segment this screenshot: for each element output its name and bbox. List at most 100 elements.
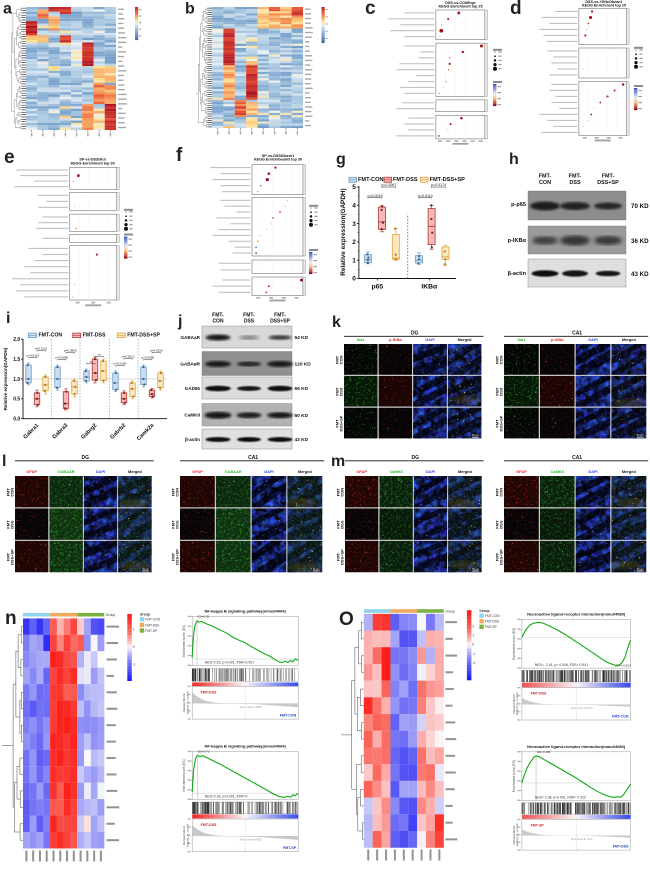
svg-text:FMT: FMT (171, 520, 176, 529)
svg-text:GFAP: GFAP (516, 469, 527, 474)
svg-text:FMT: FMT (495, 488, 500, 497)
svg-text:Zero cross at 4956: Zero cross at 4956 (240, 705, 262, 709)
svg-text:FMT-: FMT- (602, 174, 615, 180)
svg-text:FMT-CON: FMT-CON (485, 614, 500, 618)
svg-text:p=0.2231: p=0.2231 (35, 347, 48, 351)
svg-text:p=0.0163: p=0.0163 (26, 354, 39, 358)
svg-text:ns: ns (89, 360, 93, 364)
svg-text:Merged: Merged (458, 337, 472, 342)
svg-text:DG: DG (411, 331, 419, 337)
svg-text:70 KD: 70 KD (631, 203, 649, 210)
svg-text:KEGG Enrichment top 25: KEGG Enrichment top 25 (582, 4, 626, 8)
svg-text:-2: -2 (472, 661, 475, 665)
svg-text:5: 5 (352, 184, 356, 191)
svg-text:CA1: CA1 (572, 455, 582, 461)
svg-text:c: c (365, 0, 376, 19)
svg-text:ES=0.55: ES=0.55 (198, 615, 210, 619)
svg-text:DAPI: DAPI (588, 469, 597, 474)
svg-text:h: h (509, 151, 519, 168)
svg-text:ES=0.439: ES=0.439 (537, 750, 551, 754)
svg-text:FMT-SP: FMT-SP (485, 625, 497, 629)
svg-text:p=0.0080: p=0.0080 (55, 356, 68, 360)
svg-text:FMT-CON: FMT-CON (280, 714, 297, 718)
svg-text:CON: CON (175, 488, 180, 497)
svg-text:j: j (177, 313, 182, 330)
svg-text:p=0.0090: p=0.0090 (141, 356, 154, 360)
svg-text:50 μm: 50 μm (637, 434, 644, 437)
svg-text:GABAAR: GABAAR (225, 469, 242, 474)
svg-text:p-IKBα: p-IKBα (389, 337, 402, 342)
svg-text:Iba1: Iba1 (518, 337, 527, 342)
svg-text:2.0: 2.0 (13, 337, 20, 343)
svg-text:120 KD: 120 KD (295, 362, 312, 368)
svg-text:DSS+SP: DSS+SP (499, 415, 504, 431)
svg-text:FMT: FMT (171, 552, 176, 561)
svg-text:KEGG Enrichment top 25: KEGG Enrichment top 25 (438, 5, 482, 9)
svg-text:p=0.0108: p=0.0108 (113, 362, 126, 366)
svg-text:50 μm: 50 μm (472, 568, 479, 571)
svg-text:FMT: FMT (495, 520, 500, 529)
svg-text:FMT: FMT (336, 488, 341, 497)
svg-text:1.0: 1.0 (13, 377, 20, 383)
svg-text:Ranked Metric: Ranked Metric (182, 693, 186, 713)
svg-text:DAPI: DAPI (588, 337, 597, 342)
svg-text:p=0.3067: p=0.3067 (381, 183, 396, 187)
svg-text:(signal_to_noise): (signal_to_noise) (185, 691, 189, 714)
svg-text:Merged: Merged (128, 469, 142, 474)
svg-text:CON: CON (10, 488, 15, 497)
svg-text:FMT: FMT (6, 520, 11, 529)
svg-text:-1: -1 (472, 652, 475, 656)
svg-text:O: O (339, 609, 354, 630)
svg-text:FMT-DSS: FMT-DSS (613, 845, 629, 849)
svg-text:FMT-DSS+SP: FMT-DSS+SP (430, 177, 466, 183)
svg-text:Group: Group (140, 613, 150, 617)
svg-text:0.5: 0.5 (13, 397, 20, 403)
svg-text:FMT: FMT (335, 355, 340, 364)
svg-text:-1: -1 (133, 662, 136, 666)
svg-text:GFAP: GFAP (26, 469, 37, 474)
svg-text:CaMKII: CaMKII (551, 469, 564, 474)
svg-text:FMT: FMT (335, 419, 340, 428)
svg-text:p-p65: p-p65 (511, 202, 526, 208)
svg-text:Ranked Metric: Ranked Metric (182, 825, 186, 845)
svg-text:Merged: Merged (622, 337, 636, 342)
svg-text:DAPI: DAPI (425, 337, 434, 342)
svg-text:0: 0 (352, 276, 356, 283)
svg-text:FMT-DSS+SP: FMT-DSS+SP (127, 333, 160, 339)
svg-text:DSS+SP: DSS+SP (10, 549, 15, 565)
svg-text:b: b (185, 1, 195, 18)
svg-text:1: 1 (352, 257, 356, 264)
svg-text:p=0.0015: p=0.0015 (367, 194, 382, 198)
svg-text:50 μm: 50 μm (142, 568, 149, 571)
svg-text:p=0.0890: p=0.0890 (64, 349, 77, 353)
svg-text:FMT-CON: FMT-CON (145, 618, 160, 622)
svg-text:(signal_to_noise): (signal_to_noise) (515, 823, 519, 846)
svg-text:50 μm: 50 μm (313, 568, 320, 571)
svg-text:DSS: DSS (10, 520, 15, 529)
svg-text:CON: CON (499, 355, 504, 364)
svg-text:DSS: DSS (340, 520, 345, 529)
svg-text:DSS: DSS (339, 387, 344, 396)
svg-text:FMT-: FMT- (243, 313, 255, 319)
svg-text:GABAᴀR: GABAᴀR (180, 335, 200, 340)
svg-text:p=0.0174: p=0.0174 (431, 183, 446, 187)
svg-text:DG: DG (82, 455, 90, 461)
svg-text:0.0: 0.0 (13, 417, 20, 423)
svg-text:NF-kappa B signaling pathway(m: NF-kappa B signaling pathway(mmu04064) (205, 744, 287, 749)
svg-text:a: a (3, 1, 12, 18)
svg-text:NES=2.36, p<0.001, FDR=0: NES=2.36, p<0.001, FDR=0 (205, 794, 248, 798)
svg-text:1: 1 (472, 634, 474, 638)
svg-text:CaMKII: CaMKII (390, 469, 403, 474)
svg-text:FMT-DSS: FMT-DSS (531, 692, 547, 696)
svg-text:l: l (2, 453, 6, 470)
svg-text:IKBα: IKBα (421, 284, 438, 291)
svg-text:FMT-: FMT- (274, 313, 286, 319)
svg-text:Group: Group (106, 613, 116, 617)
svg-text:DSS+SP: DSS+SP (339, 415, 344, 431)
svg-text:GABAʙR: GABAʙR (180, 361, 200, 366)
svg-text:k: k (332, 314, 341, 331)
svg-text:Relative expression(GAPDH): Relative expression(GAPDH) (3, 347, 8, 410)
svg-text:50 μm: 50 μm (637, 568, 644, 571)
svg-text:n: n (5, 608, 17, 629)
svg-text:FMT: FMT (171, 488, 176, 497)
